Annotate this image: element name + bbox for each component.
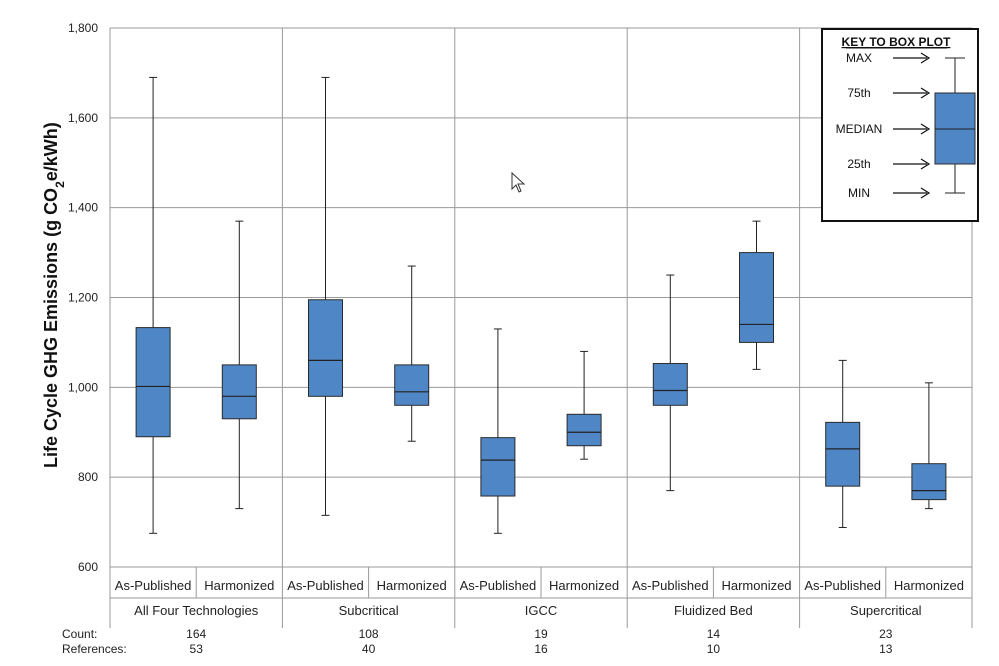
count-value: 19 (534, 627, 548, 641)
box-iqr (394, 364, 430, 406)
series-label: Harmonized (204, 578, 274, 593)
references-label: References: (62, 642, 127, 656)
arrow-right-icon (920, 187, 931, 199)
series-label: Harmonized (549, 578, 619, 593)
references-value: 10 (707, 642, 721, 656)
box-iqr (480, 437, 516, 497)
y-tick-label: 1,600 (68, 111, 98, 125)
key-label: MIN (848, 186, 870, 200)
box-iqr (308, 299, 343, 397)
series-label: Harmonized (894, 578, 964, 593)
box-subcritical-as-published (308, 76, 343, 516)
y-axis: 600 800 1,000 1,200 1,400 1,600 1,800 (68, 21, 98, 574)
count-value: 23 (879, 627, 893, 641)
key-label: 25th (847, 157, 870, 171)
references-value: 40 (362, 642, 376, 656)
references-value: 13 (879, 642, 893, 656)
box-fluidized-bed-harmonized (739, 220, 774, 370)
mouse-cursor-icon (511, 171, 526, 193)
box-igcc-harmonized (566, 350, 602, 460)
y-axis-label-sub: 2 (53, 181, 67, 188)
box-all-four-technologies-as-published (135, 76, 171, 534)
y-axis-label-main: Life Cycle GHG Emissions (g CO (41, 188, 61, 468)
box-all-four-technologies-harmonized (221, 220, 257, 510)
references-value: 53 (190, 642, 204, 656)
key-label: 75th (847, 86, 870, 100)
group-label: IGCC (525, 603, 558, 618)
box-fluidized-bed-as-published (652, 274, 688, 492)
y-tick-label: 1,800 (68, 21, 98, 35)
box-iqr (135, 327, 171, 438)
references-value: 16 (534, 642, 548, 656)
y-axis-label-end: e/kWh) (41, 122, 61, 181)
arrow-right-icon (920, 123, 931, 135)
count-value: 108 (359, 627, 379, 641)
count-value: 164 (186, 627, 206, 641)
y-tick-label: 1,200 (68, 291, 98, 305)
y-tick-label: 1,400 (68, 201, 98, 215)
y-tick-label: 600 (78, 560, 98, 574)
box-iqr (739, 252, 774, 343)
series-label: As-Published (460, 578, 537, 593)
box-iqr (911, 463, 947, 501)
group-label: Supercritical (850, 603, 922, 618)
series-label: Harmonized (721, 578, 791, 593)
series-label: Harmonized (377, 578, 447, 593)
box-iqr (825, 421, 861, 487)
category-axis: All Four Technologies As-Published Harmoni… (115, 578, 964, 618)
box-iqr (566, 413, 602, 447)
count-value: 14 (707, 627, 721, 641)
series-label: As-Published (287, 578, 364, 593)
box-iqr (221, 364, 257, 420)
y-axis-label: Life Cycle GHG Emissions (g CO2e/kWh) (41, 122, 67, 468)
box-iqr (652, 363, 688, 406)
series-label: As-Published (632, 578, 709, 593)
y-tick-label: 800 (78, 470, 98, 484)
box-plot-key: KEY TO BOX PLOT MAX 75th MEDIAN 25th MIN (821, 28, 979, 222)
series-label: As-Published (115, 578, 192, 593)
series-label: As-Published (804, 578, 881, 593)
box-supercritical-harmonized (911, 382, 947, 510)
group-label: All Four Technologies (134, 603, 259, 618)
box-layer (135, 76, 947, 534)
arrow-right-icon (920, 87, 931, 99)
box-supercritical-as-published (825, 359, 861, 528)
key-label: MEDIAN (836, 122, 883, 136)
key-label: MAX (846, 51, 872, 65)
group-label: Subcritical (339, 603, 399, 618)
count-label: Count: (62, 627, 97, 641)
key-title: KEY TO BOX PLOT (842, 35, 952, 49)
box-igcc-as-published (480, 328, 516, 534)
arrow-right-icon (920, 158, 931, 170)
box-subcritical-harmonized (394, 265, 430, 442)
arrow-right-icon (920, 52, 931, 64)
y-tick-label: 1,000 (68, 380, 98, 394)
group-label: Fluidized Bed (674, 603, 753, 618)
